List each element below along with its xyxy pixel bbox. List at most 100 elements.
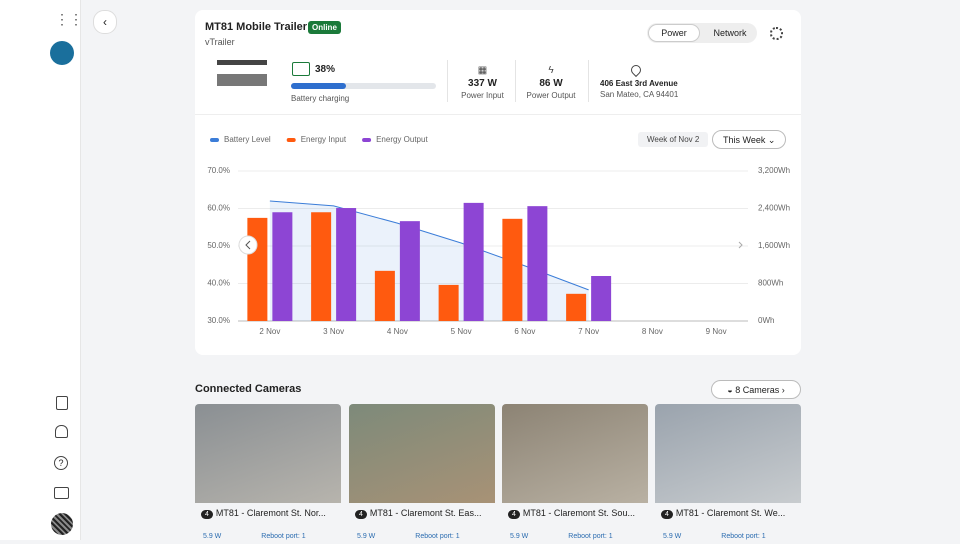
camera-badge: 4 bbox=[355, 510, 367, 519]
power-output-value: 86 W bbox=[539, 78, 563, 89]
camera-image bbox=[502, 404, 648, 503]
legend-label: Energy Input bbox=[301, 135, 347, 144]
cameras-count: 8 Cameras bbox=[735, 385, 780, 395]
apps-icon[interactable]: ⋮⋮ bbox=[55, 11, 83, 27]
camera-row: 4 MT81 - Claremont St. We... bbox=[661, 508, 801, 519]
power-input-value: 337 W bbox=[468, 78, 497, 89]
divider bbox=[195, 114, 801, 115]
grid-icon: ▦ bbox=[477, 65, 488, 76]
camera-power: 5.9 W bbox=[203, 533, 222, 540]
camera-reboot: Reboot port: 1 bbox=[721, 533, 766, 540]
briefcase-icon[interactable] bbox=[54, 487, 69, 499]
y-tick-label: 50.0% bbox=[207, 241, 230, 250]
sidebar: ⋮⋮ ? bbox=[0, 0, 83, 540]
x-tick-label: 2 Nov bbox=[259, 327, 280, 336]
y2-tick-label: 3,200Wh bbox=[758, 166, 790, 175]
tab-group: Power Network bbox=[647, 23, 757, 43]
bar bbox=[311, 212, 332, 321]
tab-network[interactable]: Network bbox=[713, 28, 747, 38]
power-output-label: Power Output bbox=[526, 91, 576, 100]
avatar[interactable] bbox=[51, 513, 73, 535]
divider bbox=[588, 60, 589, 102]
legend-label: Energy Output bbox=[376, 135, 428, 144]
divider bbox=[515, 60, 516, 102]
y-tick-label: 60.0% bbox=[207, 204, 230, 213]
doc-icon[interactable] bbox=[56, 396, 68, 410]
bar bbox=[591, 276, 612, 321]
camera-power: 5.9 W bbox=[357, 533, 376, 540]
bar bbox=[374, 270, 395, 321]
camera-meta: 5.9 W Reboot port: 1 bbox=[357, 525, 495, 543]
bell-icon[interactable] bbox=[55, 425, 68, 438]
x-tick-label: 9 Nov bbox=[706, 327, 727, 336]
divider bbox=[447, 60, 448, 102]
back-button[interactable]: ‹ bbox=[93, 10, 117, 34]
y2-tick-label: 0Wh bbox=[758, 316, 774, 325]
camera-meta: 5.9 W Reboot port: 1 bbox=[203, 525, 341, 543]
week-label: Week of Nov 2 bbox=[638, 132, 709, 147]
camera-card[interactable]: 4 MT81 - Claremont St. Sou... 5.9 W Reboot… bbox=[502, 404, 648, 544]
settings-icon[interactable] bbox=[770, 27, 783, 40]
y2-tick-label: 800Wh bbox=[758, 279, 783, 288]
x-tick-label: 8 Nov bbox=[642, 327, 663, 336]
x-tick-label: 7 Nov bbox=[578, 327, 599, 336]
bolt-icon: ϟ bbox=[548, 65, 554, 76]
tab-power[interactable]: Power bbox=[648, 24, 700, 42]
camera-power: 5.9 W bbox=[510, 533, 529, 540]
device-icon[interactable] bbox=[50, 41, 74, 65]
camera-name: MT81 - Claremont St. Nor... bbox=[215, 508, 326, 518]
camera-image bbox=[655, 404, 801, 503]
camera-badge: 4 bbox=[201, 510, 213, 519]
camera-reboot: Reboot port: 1 bbox=[568, 533, 613, 540]
camera-power: 5.9 W bbox=[663, 533, 682, 540]
legend-swatch bbox=[210, 138, 219, 142]
camera-card[interactable]: 4 MT81 - Claremont St. We... 5.9 W Reboot … bbox=[655, 404, 801, 544]
address-line1: 406 East 3rd Avenue bbox=[600, 79, 678, 88]
x-tick-label: 4 Nov bbox=[387, 327, 408, 336]
help-icon[interactable]: ? bbox=[54, 456, 68, 470]
power-input-label: Power Input bbox=[461, 91, 504, 100]
device-card: MT81 Mobile Trailer Online vTrailer Powe… bbox=[195, 10, 801, 355]
status-badge: Online bbox=[308, 21, 341, 34]
prev-arrow bbox=[238, 235, 258, 255]
range-select[interactable]: This Week ⌄ bbox=[712, 130, 786, 149]
prev-arrow-glyph bbox=[245, 240, 251, 250]
x-tick-label: 5 Nov bbox=[451, 327, 472, 336]
next-arrow-glyph bbox=[738, 241, 743, 249]
y2-tick-label: 1,600Wh bbox=[758, 241, 790, 250]
camera-name: MT81 - Claremont St. We... bbox=[675, 508, 786, 518]
battery-value: 38% bbox=[315, 64, 336, 75]
bar bbox=[336, 208, 357, 321]
camera-card[interactable]: 4 MT81 - Claremont St. Nor... 5.9 W Reboot… bbox=[195, 404, 341, 544]
y2-tick-label: 2,400Wh bbox=[758, 204, 790, 213]
legend-swatch bbox=[286, 138, 296, 142]
y-tick-label: 40.0% bbox=[207, 279, 230, 288]
address-line2: San Mateo, CA 94401 bbox=[600, 90, 679, 99]
bar bbox=[463, 202, 484, 321]
bar bbox=[527, 206, 548, 321]
cameras-title: Connected Cameras bbox=[195, 383, 302, 395]
device-title: MT81 Mobile Trailer bbox=[205, 21, 308, 33]
battery-label: Battery charging bbox=[291, 94, 350, 103]
camera-badge: 4 bbox=[661, 510, 673, 519]
legend-swatch bbox=[362, 138, 372, 142]
x-tick-label: 6 Nov bbox=[514, 327, 535, 336]
cameras-button[interactable]: ◒ 8 Cameras › bbox=[711, 380, 801, 399]
y-tick-label: 30.0% bbox=[207, 316, 230, 325]
bar bbox=[438, 284, 459, 321]
camera-card[interactable]: 4 MT81 - Claremont St. Eas... 5.9 W Reboot… bbox=[349, 404, 495, 544]
power-output: ϟ 86 W Power Output bbox=[523, 65, 579, 100]
bar bbox=[272, 212, 293, 321]
bar bbox=[566, 293, 587, 321]
battery-fill bbox=[291, 83, 347, 89]
y-tick-label: 70.0% bbox=[207, 166, 230, 175]
bar bbox=[399, 221, 420, 321]
camera-row: 4 MT81 - Claremont St. Sou... bbox=[508, 508, 648, 519]
power-input: ▦ 337 W Power Input bbox=[455, 65, 510, 100]
bar bbox=[502, 218, 523, 321]
camera-row: 4 MT81 - Claremont St. Eas... bbox=[355, 508, 495, 519]
camera-name: MT81 - Claremont St. Eas... bbox=[369, 508, 482, 518]
device-subtitle: vTrailer bbox=[205, 37, 235, 47]
